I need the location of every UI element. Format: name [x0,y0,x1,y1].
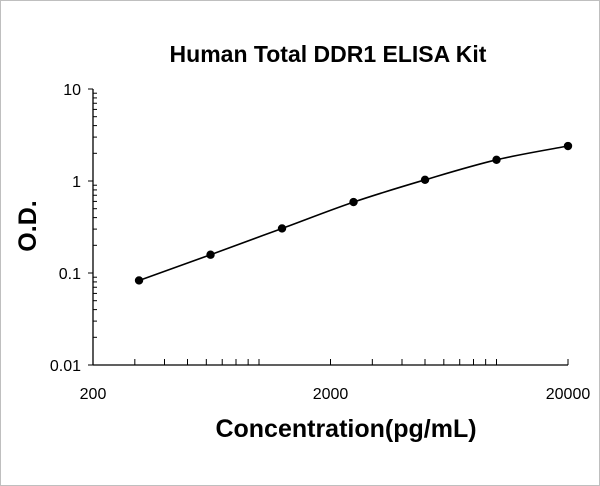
ticks: 200 2000 20000 0.01 0.1 1 10 [50,82,590,403]
y-tick-label: 10 [63,82,81,99]
axes [92,89,568,366]
y-tick-label: 0.01 [50,358,81,375]
chart-title: Human Total DDR1 ELISA Kit [170,41,487,67]
series-line [138,145,569,282]
plot-area [134,141,573,285]
data-point [563,141,573,151]
data-point [277,224,287,233]
x-axis-label: Concentration(pg/mL) [215,415,476,443]
data-point [492,155,501,164]
y-tick-label: 1 [72,174,81,191]
data-point [420,175,430,185]
y-tick-label: 0.1 [59,266,81,283]
data-point [134,276,144,285]
y-axis-label: O.D. [14,200,42,251]
data-point [206,250,215,259]
x-tick-label: 2000 [313,386,349,403]
x-tick-label: 20000 [546,386,591,403]
x-tick-label: 200 [80,386,107,403]
data-point [349,197,358,207]
